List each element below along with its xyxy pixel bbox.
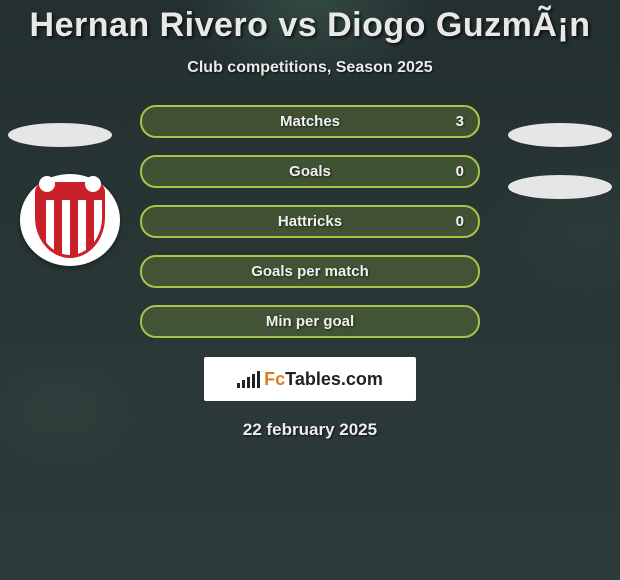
stat-row-matches: Matches 3 (140, 105, 480, 138)
bars-icon (237, 370, 260, 388)
player2-club-placeholder-icon (508, 175, 612, 199)
club-shield-icon (35, 182, 105, 258)
fctables-logo[interactable]: FcTables.com (203, 356, 417, 402)
page-title: Hernan Rivero vs Diogo GuzmÃ¡n (0, 0, 620, 45)
stat-label: Goals (289, 163, 331, 180)
date-label: 22 february 2025 (0, 420, 620, 440)
player1-club-badge (20, 174, 120, 266)
stat-label: Matches (280, 113, 340, 130)
stat-row-goals: Goals 0 (140, 155, 480, 188)
stat-value: 0 (456, 213, 464, 230)
stat-value: 3 (456, 113, 464, 130)
stat-label: Hattricks (278, 213, 342, 230)
stat-value: 0 (456, 163, 464, 180)
logo-prefix: Fc (264, 369, 285, 389)
subtitle: Club competitions, Season 2025 (0, 59, 620, 77)
stats-list: Matches 3 Goals 0 Hattricks 0 Goals per … (140, 105, 480, 338)
stat-row-goals-per-match: Goals per match (140, 255, 480, 288)
logo-suffix: .com (341, 369, 383, 389)
comparison-card: Hernan Rivero vs Diogo GuzmÃ¡n Club comp… (0, 0, 620, 580)
stat-label: Goals per match (251, 263, 369, 280)
logo-main: Tables (285, 369, 341, 389)
player2-placeholder-icon (508, 123, 612, 147)
stat-row-hattricks: Hattricks 0 (140, 205, 480, 238)
stat-label: Min per goal (266, 313, 354, 330)
stat-row-min-per-goal: Min per goal (140, 305, 480, 338)
player1-placeholder-icon (8, 123, 112, 147)
logo-text: FcTables.com (264, 369, 383, 390)
